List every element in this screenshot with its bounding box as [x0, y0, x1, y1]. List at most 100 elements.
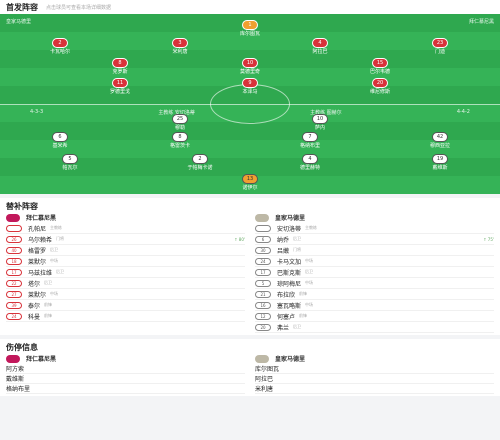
injured-player-row[interactable]: 阿方索 [6, 364, 245, 374]
player-name: 米利唐 [172, 49, 188, 55]
sub-player-row[interactable]: 17 马兹拉维 后卫 [6, 267, 245, 278]
away-player-9[interactable]: 25 穆勒 [160, 114, 200, 131]
injuries-home-column: 拜仁慕尼黑 阿方索 戴维斯 格纳布里 [6, 353, 245, 394]
player-name: 穆西亚拉 [429, 143, 450, 149]
player-name: 卡瓦哈尔 [49, 49, 70, 55]
sub-player-row[interactable]: 16 塞瓦略斯 中场 [255, 300, 494, 311]
jersey-number: 5 [255, 279, 271, 287]
jersey-number: 8 [112, 58, 128, 68]
jersey-number [255, 224, 271, 232]
sub-player-row[interactable]: 12 何塞卢 前锋 [255, 311, 494, 322]
home-player-4[interactable]: 23 门迪 [420, 38, 460, 55]
player-position: 后卫 [305, 269, 314, 274]
player-position: 后卫 [293, 236, 302, 241]
away-player-3[interactable]: 4 德里赫特 [290, 154, 330, 171]
player-name: 库尔图瓦 [255, 366, 280, 373]
player-name: 戴维斯 [432, 165, 448, 171]
sub-player-row[interactable]: 39 泰尔 前锋 [6, 300, 245, 311]
away-player-5[interactable]: 6 基米希 [40, 132, 80, 149]
jersey-number: 18 [6, 257, 22, 265]
away-player-7[interactable]: 7 格纳布里 [290, 132, 330, 149]
player-position: 主教练 [50, 225, 63, 230]
team-crest-icon [255, 354, 269, 363]
jersey-number: 16 [255, 301, 271, 309]
away-player-0[interactable]: 13 诺伊尔 [230, 174, 270, 191]
player-position: 主教练 [305, 225, 318, 230]
away-player-4[interactable]: 19 戴维斯 [420, 154, 460, 171]
jersey-number: 17 [255, 268, 271, 276]
sub-player-row[interactable]: 40 格雷罗 后卫 [6, 245, 245, 256]
sub-player-row[interactable]: 安切洛蒂 主教练 [255, 223, 494, 234]
player-name: 维尼修斯 [369, 89, 390, 95]
away-formation: 4-4-2 [456, 109, 470, 115]
injured-player-row[interactable]: 米利唐 [255, 384, 494, 394]
injured-player-row[interactable]: 库尔图瓦 [255, 364, 494, 374]
jersey-number: 7 [302, 132, 318, 142]
home-player-1[interactable]: 2 卡瓦哈尔 [40, 38, 80, 55]
player-position: 前锋 [299, 291, 308, 296]
player-position: 后卫 [56, 269, 65, 274]
sub-player-row[interactable]: 17 巴斯克斯 后卫 [255, 267, 494, 278]
injuries-home-team: 拜仁慕尼黑 [6, 353, 245, 364]
injured-player-row[interactable]: 阿拉巴 [255, 374, 494, 384]
home-player-3[interactable]: 4 阿拉巴 [300, 38, 340, 55]
player-name: 诺伊尔 [242, 185, 258, 191]
jersey-number: 11 [112, 78, 128, 88]
away-player-6[interactable]: 8 格雷茨卡 [160, 132, 200, 149]
injured-player-row[interactable]: 格纳布里 [6, 384, 245, 394]
sub-player-row[interactable]: 26 乌尔赖希 门将 ↑ 80' [6, 234, 245, 245]
player-name: 塔尔 [28, 280, 41, 288]
sub-player-row[interactable]: 21 布拉欣 前锋 [255, 289, 494, 300]
sub-player-row[interactable]: 27 莱默尔 中场 [6, 289, 245, 300]
home-player-0[interactable]: 1 库尔图瓦 [230, 20, 270, 37]
home-player-10[interactable]: 20 维尼修斯 [360, 78, 400, 95]
jersey-number: 39 [6, 301, 22, 309]
away-player-10[interactable]: 10 萨内 [300, 114, 340, 131]
player-position: 中场 [305, 280, 314, 285]
home-team-label: 皇家马德里 [6, 19, 32, 25]
injured-player-row[interactable]: 戴维斯 [6, 374, 245, 384]
injuries-section: 伤停信息 拜仁慕尼黑 阿方索 戴维斯 格纳布里 皇家马德里 库尔图瓦 阿拉巴 米利唐 [0, 339, 500, 396]
home-player-2[interactable]: 3 米利唐 [160, 38, 200, 55]
away-player-8[interactable]: 42 穆西亚拉 [420, 132, 460, 149]
home-formation: 4-3-3 [30, 109, 44, 115]
player-position: 后卫 [44, 280, 53, 285]
player-name: 孔帕尼 [28, 225, 47, 233]
home-player-5[interactable]: 8 克罗斯 [100, 58, 140, 75]
sub-player-row[interactable]: 5 琼阿梅尼 中场 [255, 278, 494, 289]
player-name: 琼阿梅尼 [277, 280, 302, 288]
player-name: 巴尔韦德 [369, 69, 390, 75]
player-name: 萨内 [314, 125, 325, 131]
subs-away-column: 皇家马德里 安切洛蒂 主教练 6 纳乔 后卫 ↑ 75' 30 吕嫩 门将 24 卡马文加 中场 17 巴… [255, 212, 494, 333]
sub-player-row[interactable]: 孔帕尼 主教练 [6, 223, 245, 234]
jersey-number: 26 [6, 235, 22, 243]
player-name: 德里赫特 [299, 165, 320, 171]
player-name: 马兹拉维 [28, 269, 53, 277]
player-name: 格纳布里 [299, 143, 320, 149]
team-crest-icon [255, 213, 269, 222]
sub-player-row[interactable]: 24 科曼 前锋 [6, 311, 245, 322]
sub-player-row[interactable]: 22 塔尔 后卫 [6, 278, 245, 289]
pitch: 皇家马德里 拜仁慕尼黑 4-3-3 主教练 安切洛蒂 主教练 图赫尔 4-4-2… [0, 14, 500, 194]
sub-player-row[interactable]: 20 弗兰 后卫 [255, 322, 494, 333]
home-player-9[interactable]: 9 本泽马 [230, 78, 270, 95]
away-coach: 主教练 图赫尔 [310, 110, 342, 116]
home-player-8[interactable]: 11 罗德里戈 [100, 78, 140, 95]
jersey-number: 4 [312, 38, 328, 48]
sub-player-row[interactable]: 18 莱默尔 中场 [6, 256, 245, 267]
home-player-6[interactable]: 10 莫德里奇 [230, 58, 270, 75]
sub-player-row[interactable]: 30 吕嫩 门将 [255, 245, 494, 256]
sub-player-row[interactable]: 24 卡马文加 中场 [255, 256, 494, 267]
player-name: 科曼 [28, 313, 41, 321]
away-player-2[interactable]: 2 于帕梅卡诺 [180, 154, 220, 171]
jersey-number: 4 [302, 154, 318, 164]
home-player-7[interactable]: 15 巴尔韦德 [360, 58, 400, 75]
jersey-number: 40 [6, 246, 22, 254]
subs-title: 替补阵容 [6, 201, 38, 211]
team-crest-icon [6, 213, 20, 222]
player-name: 卡马文加 [277, 258, 302, 266]
player-name: 莱默尔 [28, 291, 47, 299]
jersey-number: 5 [62, 154, 78, 164]
away-player-1[interactable]: 5 帕瓦尔 [50, 154, 90, 171]
sub-player-row[interactable]: 6 纳乔 后卫 ↑ 75' [255, 234, 494, 245]
